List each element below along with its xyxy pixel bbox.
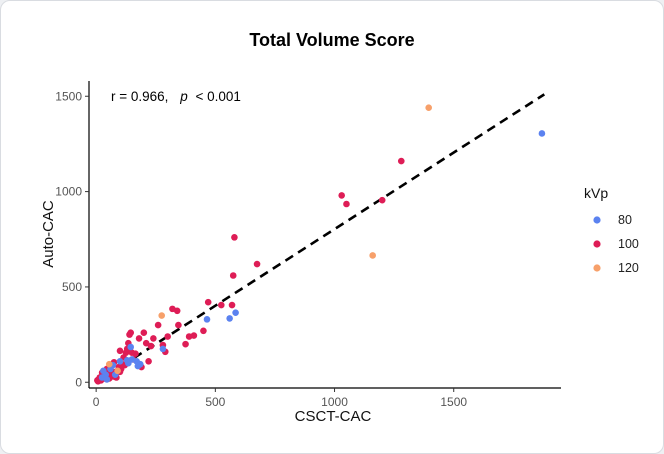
y-axis-label: Auto-CAC bbox=[40, 200, 57, 268]
data-point-kvp-100 bbox=[147, 342, 155, 350]
data-point-kvp-100 bbox=[338, 192, 345, 199]
data-point-kvp-100 bbox=[200, 327, 207, 335]
legend-marker-kvp-120 bbox=[593, 264, 601, 272]
data-point-kvp-100 bbox=[229, 272, 237, 279]
data-point-kvp-120 bbox=[425, 104, 432, 111]
data-point-kvp-80 bbox=[159, 345, 167, 353]
y-tick-label: 0 bbox=[75, 375, 82, 389]
data-point-kvp-120 bbox=[114, 367, 121, 375]
data-point-kvp-100 bbox=[218, 301, 225, 309]
x-tick-label: 1000 bbox=[321, 395, 348, 409]
data-point-kvp-100 bbox=[182, 340, 189, 348]
data-point-kvp-100 bbox=[343, 200, 350, 208]
chart-title: Total Volume Score bbox=[249, 30, 414, 50]
legend-marker-kvp-80 bbox=[593, 216, 601, 224]
data-point-kvp-100 bbox=[140, 329, 148, 337]
data-point-kvp-80 bbox=[127, 343, 135, 351]
data-point-kvp-100 bbox=[228, 301, 236, 309]
p-value-text: < 0.001 bbox=[195, 89, 240, 104]
data-point-kvp-120 bbox=[158, 312, 166, 319]
legend-title: kVp bbox=[584, 185, 608, 201]
reference-line-layer bbox=[95, 93, 546, 384]
data-point-kvp-100 bbox=[135, 335, 143, 342]
data-point-kvp-100 bbox=[128, 349, 136, 357]
data-point-kvp-120 bbox=[105, 360, 113, 368]
reference-dashed-line bbox=[95, 93, 546, 384]
data-point-kvp-100 bbox=[126, 331, 133, 338]
y-tick-label: 1000 bbox=[55, 185, 82, 199]
data-point-kvp-100 bbox=[94, 377, 101, 384]
data-point-kvp-100 bbox=[231, 234, 238, 241]
data-point-kvp-100 bbox=[397, 157, 405, 165]
x-axis-label: CSCT-CAC bbox=[295, 408, 372, 425]
data-point-kvp-80 bbox=[203, 316, 211, 323]
data-point-kvp-100 bbox=[145, 358, 152, 365]
data-point-kvp-80 bbox=[100, 367, 107, 375]
p-symbol: p bbox=[179, 89, 188, 104]
legend-label-kvp-80: 80 bbox=[618, 213, 632, 227]
data-point-kvp-100 bbox=[169, 305, 176, 313]
x-tick-label: 0 bbox=[93, 395, 100, 409]
data-point-kvp-100 bbox=[253, 260, 261, 268]
legend-label-kvp-100: 100 bbox=[618, 237, 639, 251]
legend-label-kvp-120: 120 bbox=[618, 261, 639, 275]
data-point-kvp-120 bbox=[369, 252, 376, 259]
data-point-kvp-100 bbox=[150, 335, 157, 342]
correlation-annotation: r = 0.966, p < 0.001 bbox=[111, 89, 241, 104]
data-point-kvp-100 bbox=[185, 333, 193, 340]
data-point-kvp-80 bbox=[103, 376, 111, 383]
data-point-kvp-80 bbox=[538, 130, 546, 137]
data-point-kvp-100 bbox=[175, 321, 182, 329]
data-point-kvp-80 bbox=[134, 362, 142, 370]
x-tick-label: 1500 bbox=[440, 395, 467, 409]
x-tick-label: 500 bbox=[205, 395, 225, 409]
legend-marker-kvp-100 bbox=[593, 240, 601, 248]
data-point-kvp-100 bbox=[204, 298, 212, 306]
data-point-kvp-100 bbox=[164, 333, 171, 340]
data-point-kvp-80 bbox=[226, 315, 233, 322]
data-points bbox=[94, 104, 546, 385]
data-point-kvp-80 bbox=[232, 309, 239, 316]
r-value-text: r = 0.966, bbox=[111, 89, 168, 104]
y-tick-label: 500 bbox=[62, 280, 82, 294]
axes: 0 500 1000 1500 0 500 1000 1500 bbox=[55, 81, 561, 409]
data-point-kvp-100 bbox=[142, 339, 150, 347]
y-tick-label: 1500 bbox=[55, 89, 82, 103]
data-point-kvp-100 bbox=[116, 347, 124, 355]
data-point-kvp-80 bbox=[116, 358, 124, 365]
legend: kVp 80 100 120 bbox=[584, 185, 639, 275]
data-point-kvp-100 bbox=[154, 321, 162, 329]
data-point-kvp-100 bbox=[378, 196, 386, 204]
data-point-kvp-80 bbox=[123, 357, 131, 364]
